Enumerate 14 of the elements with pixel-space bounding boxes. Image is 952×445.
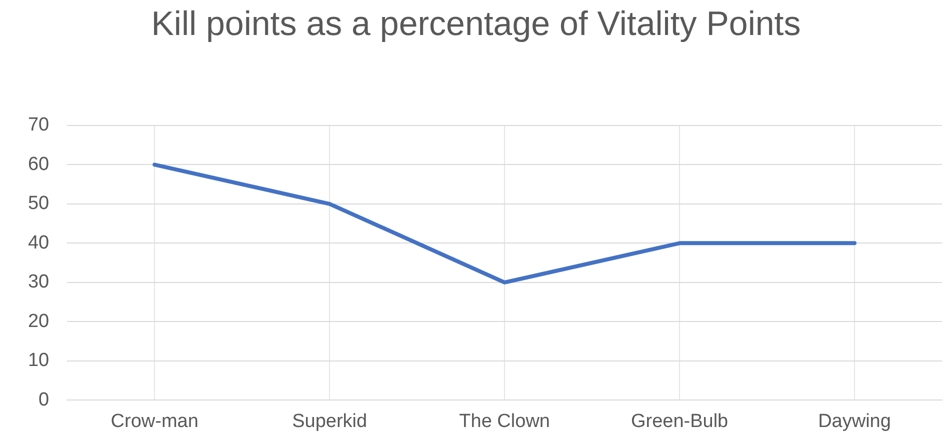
x-tick-label: Green-Bulb (630, 410, 728, 432)
y-tick-label: 20 (28, 310, 50, 332)
chart-title: Kill points as a percentage of Vitality Points (150, 4, 802, 45)
y-tick-label: 30 (28, 272, 50, 293)
y-tick-label: 50 (28, 193, 50, 214)
y-tick-label: 10 (28, 350, 50, 372)
x-tick-label: Superkid (292, 410, 368, 432)
y-tick-label: 0 (38, 389, 50, 410)
y-tick-label: 40 (28, 232, 50, 254)
y-tick-label: 60 (28, 154, 50, 175)
x-tick-label: The Clown (459, 410, 550, 432)
y-tick-label: 70 (28, 114, 50, 136)
x-tick-label: Crow-man (110, 410, 198, 432)
x-tick-label: Daywing (818, 410, 891, 432)
